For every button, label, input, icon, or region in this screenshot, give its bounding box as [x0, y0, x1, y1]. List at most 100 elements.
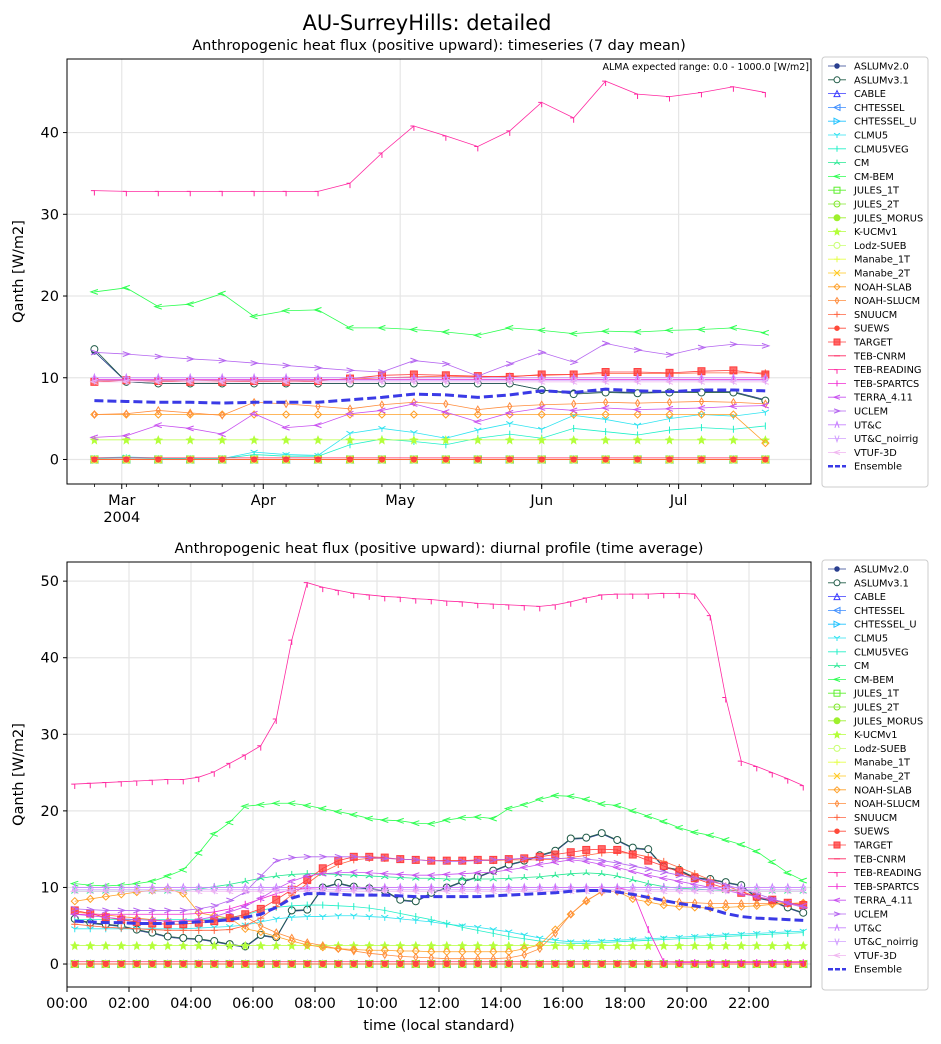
data-point [397, 951, 403, 961]
data-point [154, 353, 164, 360]
data-point [257, 745, 262, 751]
legend-marker [833, 408, 842, 414]
legend-item-jules-morus: JULES_MORUS [828, 213, 923, 224]
data-point [472, 888, 482, 895]
subplot-title: Anthropogenic heat flux (positive upward… [192, 38, 686, 54]
legend-label: JULES_MORUS [853, 716, 923, 727]
data-point [209, 830, 218, 837]
data-point [346, 367, 356, 374]
data-point [643, 813, 652, 820]
data-point [366, 886, 373, 895]
data-point [211, 886, 218, 895]
data-point [601, 410, 610, 419]
data-point [396, 596, 401, 603]
data-point [69, 940, 80, 951]
data-point [571, 399, 577, 409]
data-point [219, 410, 225, 420]
data-point [441, 817, 451, 823]
data-point [627, 888, 637, 895]
data-point [660, 886, 667, 895]
legend-label: CM-BEM [854, 675, 894, 686]
data-point [629, 593, 634, 600]
series-line [74, 915, 804, 943]
series-vtuf-3d [89, 378, 770, 385]
legend-item-vtuf-3d: VTUF-3D [828, 951, 897, 962]
legend-label: Lodz-SUEB [854, 744, 907, 755]
series-cm-bem [89, 284, 770, 339]
data-point [273, 886, 280, 895]
data-point [664, 378, 674, 385]
data-point [674, 878, 683, 885]
data-point [691, 886, 698, 895]
data-point [633, 347, 643, 353]
legend-label: UT&C [854, 923, 882, 934]
data-point [760, 378, 770, 385]
data-point [153, 435, 164, 445]
data-point [536, 605, 541, 612]
legend-frame [821, 559, 929, 991]
data-point [566, 848, 575, 857]
data-point [443, 600, 448, 606]
legend-item-snuucm: SNUUCM [828, 310, 897, 321]
data-point [153, 378, 162, 385]
data-point [86, 926, 95, 933]
data-point [410, 125, 415, 131]
data-point [721, 903, 731, 912]
legend-marker [833, 689, 841, 697]
series-uclem [90, 340, 771, 380]
data-point [319, 586, 324, 593]
data-point [632, 435, 643, 445]
data-point [689, 888, 699, 895]
series-line [94, 401, 766, 416]
data-point [320, 941, 326, 951]
data-point [90, 349, 100, 356]
data-point [643, 888, 652, 895]
legend-item-ut-c: UT&C [828, 420, 882, 431]
legend-item-jules-2t: JULES_2T [828, 703, 900, 714]
legend-marker [833, 200, 841, 208]
data-point [91, 410, 98, 419]
legend-label: JULES_1T [853, 186, 900, 197]
data-point [288, 854, 297, 861]
data-point [315, 401, 321, 411]
data-point [506, 130, 511, 136]
data-point [720, 837, 730, 843]
data-point [506, 360, 515, 367]
data-point [474, 376, 481, 386]
data-point [613, 835, 622, 844]
data-point [664, 327, 674, 334]
data-point [224, 940, 235, 951]
data-point [162, 940, 173, 951]
data-point [255, 801, 265, 808]
data-point [689, 940, 700, 951]
data-point [257, 886, 264, 895]
legend-marker [834, 814, 840, 821]
data-point [365, 914, 374, 921]
data-point [565, 793, 575, 800]
data-point [488, 888, 497, 895]
data-point [504, 409, 514, 416]
data-point [378, 425, 386, 432]
data-point [632, 378, 642, 385]
data-point [706, 878, 716, 885]
y-tick-label: 50 [41, 574, 59, 590]
data-point [162, 873, 172, 879]
data-point [395, 888, 404, 895]
data-point [334, 589, 339, 596]
data-point [720, 940, 731, 951]
data-point [458, 858, 468, 865]
data-point [118, 886, 125, 895]
data-point [240, 903, 249, 910]
data-point [319, 853, 328, 860]
legend-label: UCLEM [854, 910, 888, 921]
y-axis-label: Qanth [W/m2] [11, 723, 27, 826]
data-point [164, 778, 169, 785]
data-point [627, 807, 637, 814]
y-axis-label: Qanth [W/m2] [11, 220, 27, 323]
data-point [348, 869, 358, 876]
legend-label: TEB-READING [853, 868, 921, 879]
data-point [365, 854, 375, 861]
data-point [312, 307, 322, 313]
data-point [761, 92, 766, 98]
legend-item-aslumv3-1: ASLUMv3.1 [828, 578, 909, 589]
